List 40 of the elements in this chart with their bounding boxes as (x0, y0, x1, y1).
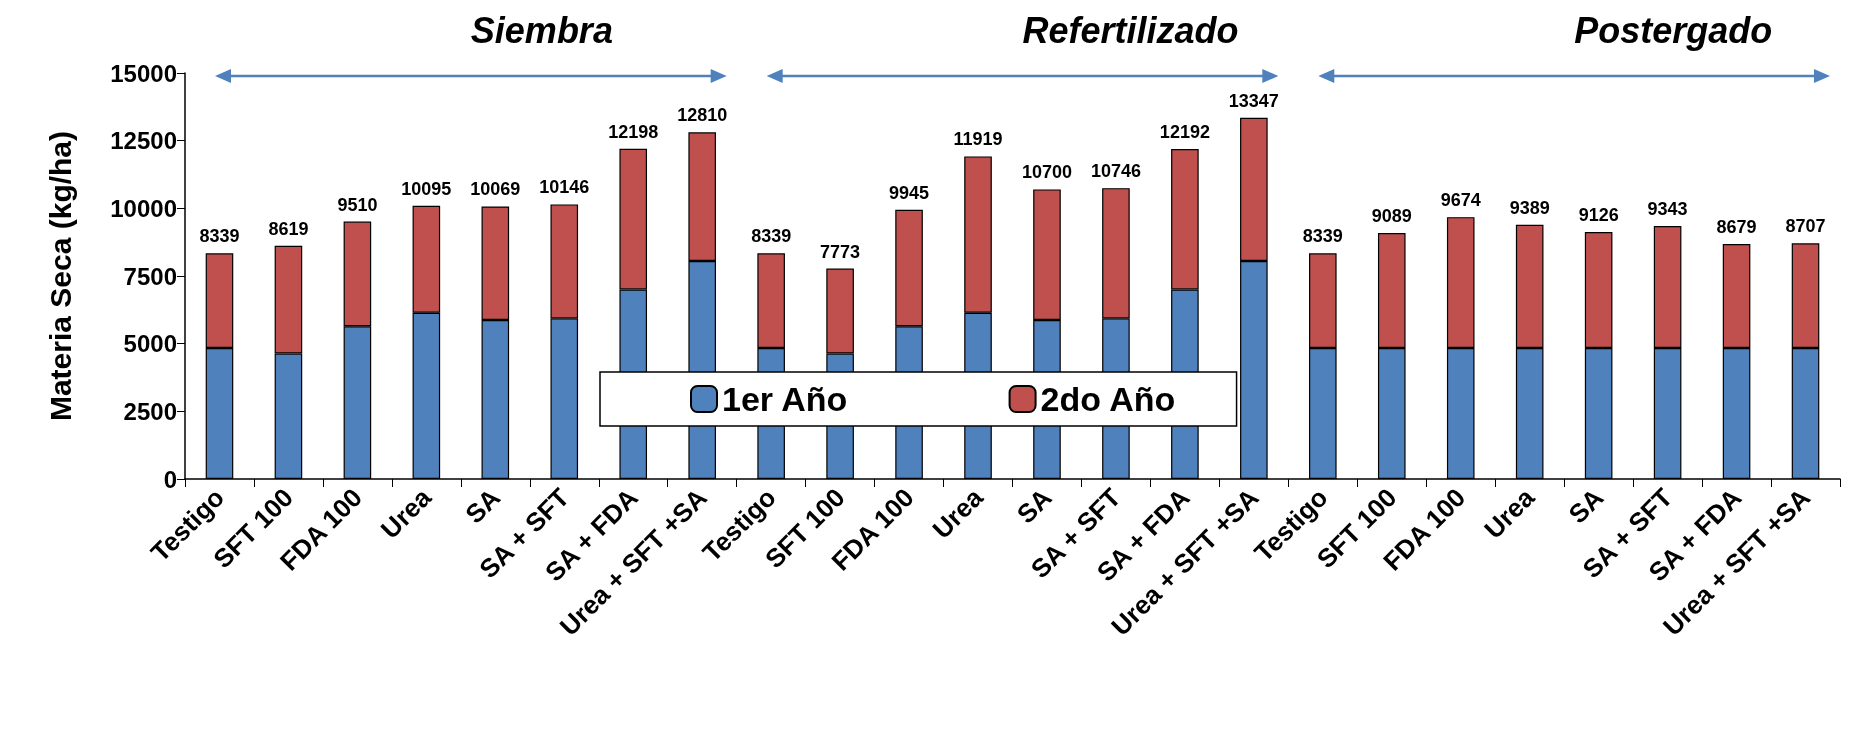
legend-label: 2do Año (1040, 380, 1176, 418)
y-tick-label: 12500 (110, 127, 177, 155)
x-tick-label: SA (459, 482, 507, 530)
total-label: 10746 (1090, 161, 1141, 182)
total-label: 13347 (1228, 90, 1279, 111)
y-axis-title: Materia Seca (kg/ha) (43, 130, 77, 422)
total-label: 9674 (1440, 190, 1481, 211)
total-label: 7773 (820, 241, 861, 262)
total-label: 10700 (1021, 162, 1073, 183)
total-label: 12810 (677, 105, 728, 126)
total-label: 9126 (1578, 204, 1619, 225)
total-label: 10069 (470, 179, 521, 200)
total-label: 9343 (1647, 199, 1688, 220)
total-label: 10095 (401, 178, 452, 199)
total-label: 8619 (268, 218, 309, 239)
total-label: 8339 (751, 226, 792, 247)
y-tick-label: 5000 (123, 330, 177, 358)
total-label: 9510 (337, 194, 378, 215)
total-label: 9389 (1509, 197, 1550, 218)
text: Refertilizado (1022, 9, 1239, 51)
total-label: 9089 (1371, 205, 1412, 226)
x-tick-label: SA (1010, 482, 1058, 530)
total-label: 8339 (1302, 226, 1343, 247)
legend-label: 1er Año (722, 380, 848, 418)
text: Postergado (1574, 9, 1773, 51)
total-label: 8339 (199, 226, 240, 247)
total-label: 10146 (539, 177, 590, 198)
total-label: 11919 (953, 129, 1003, 150)
text: Siembra (470, 9, 613, 51)
total-label: 8707 (1785, 216, 1826, 237)
y-tick-label: 0 (163, 465, 177, 493)
total-label: 12192 (1159, 122, 1210, 142)
y-tick-label: 7500 (123, 262, 177, 290)
total-label: 12198 (608, 121, 659, 142)
total-label: 9945 (889, 182, 930, 203)
y-tick-label: 2500 (123, 397, 177, 425)
total-label: 8679 (1716, 217, 1757, 238)
x-tick-label: SA (1562, 482, 1610, 530)
y-tick-label: 10000 (110, 194, 177, 222)
y-tick-label: 15000 (110, 59, 177, 87)
